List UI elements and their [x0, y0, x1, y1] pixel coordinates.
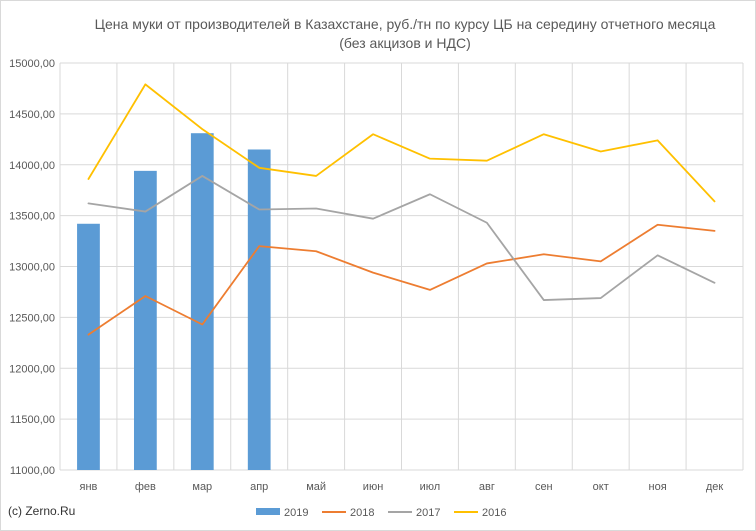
line-series-2017	[87, 175, 716, 301]
copyright-text: (c) Zerno.Ru	[8, 504, 76, 518]
line-series-2018	[87, 223, 716, 336]
x-tick-label: апр	[250, 481, 268, 493]
y-tick-label: 12000,00	[9, 363, 55, 375]
legend-label-2018: 2018	[350, 507, 374, 519]
y-tick-label: 14500,00	[9, 109, 55, 121]
x-tick-label: ноя	[649, 481, 667, 493]
x-tick-label: сен	[535, 481, 553, 493]
y-tick-label: 12500,00	[9, 312, 55, 324]
line-series-2016	[87, 83, 716, 203]
x-tick-label: май	[306, 481, 326, 493]
bar-2019	[247, 149, 271, 471]
legend-swatch-2019	[256, 508, 280, 515]
x-tick-label: окт	[593, 481, 609, 493]
y-tick-label: 13500,00	[9, 211, 55, 223]
y-tick-label: 11500,00	[10, 414, 55, 426]
x-tick-label: июл	[420, 481, 441, 493]
y-tick-label: 15000,00	[9, 58, 55, 70]
y-tick-label: 13000,00	[9, 262, 55, 274]
x-tick-label: мар	[192, 481, 212, 493]
bar-2019	[77, 223, 100, 470]
x-tick-label: янв	[80, 481, 98, 493]
legend-label-2017: 2017	[416, 507, 440, 519]
chart-title: Цена муки от производителей в Казахстане…	[94, 16, 716, 32]
legend-label-2019: 2019	[284, 507, 308, 519]
y-tick-label: 14000,00	[9, 160, 55, 172]
x-tick-label: фев	[135, 481, 156, 493]
bar-2019	[133, 170, 157, 471]
x-tick-label: дек	[706, 481, 724, 493]
x-tick-label: июн	[363, 481, 383, 493]
bar-2019	[190, 133, 214, 470]
x-tick-label: авг	[479, 481, 495, 493]
chart-subtitle: (без акцизов и НДС)	[339, 35, 471, 51]
y-tick-label: 11000,00	[10, 465, 55, 477]
legend-label-2016: 2016	[482, 507, 506, 519]
